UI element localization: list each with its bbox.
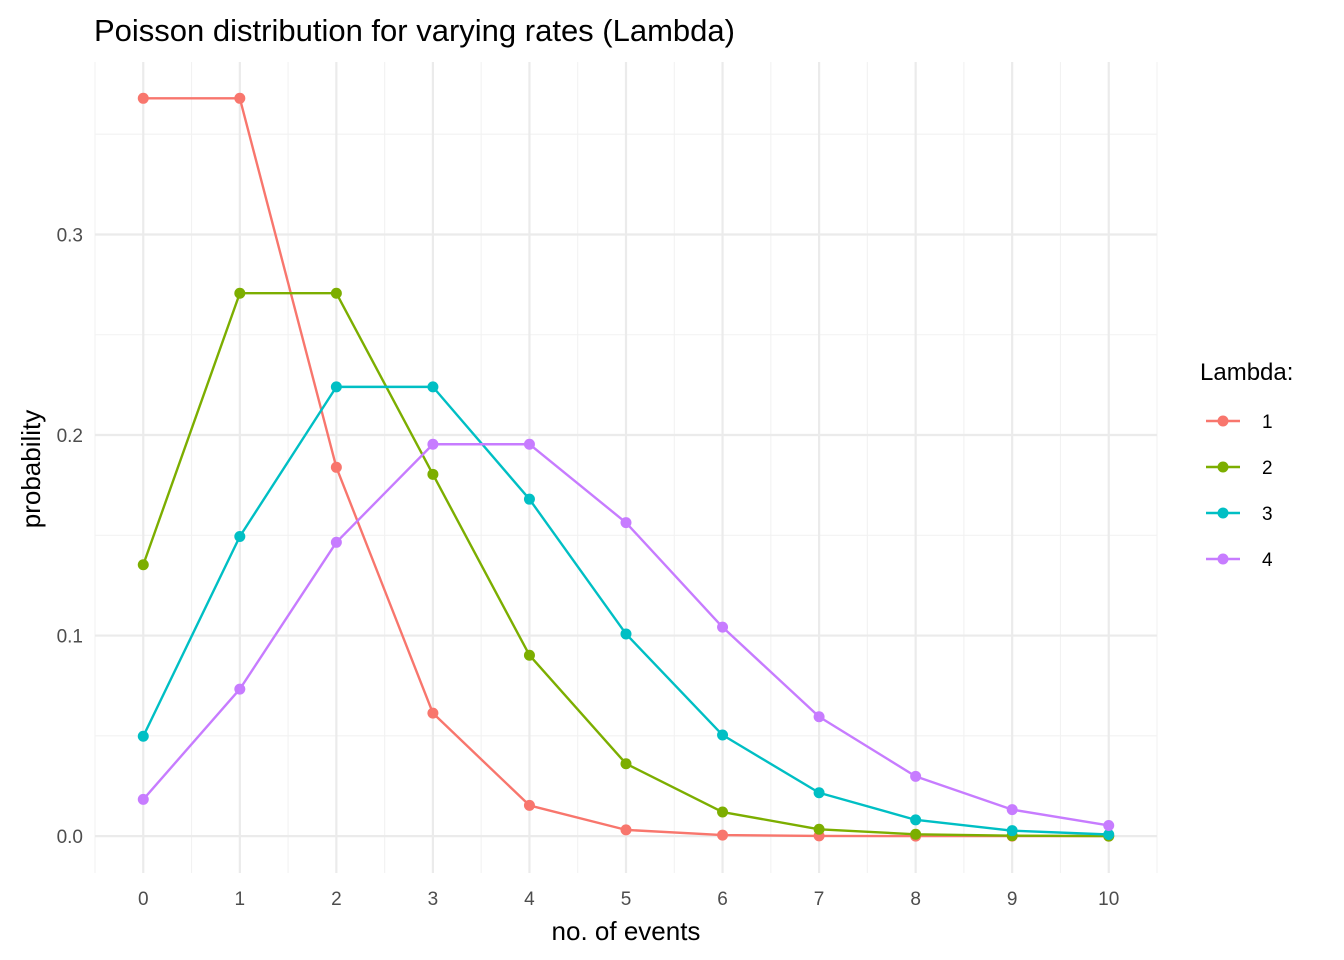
data-point bbox=[330, 287, 342, 299]
data-point bbox=[234, 683, 246, 695]
x-axis-ticks: 0 1 2 3 4 5 6 7 8 9 10 bbox=[138, 889, 1119, 910]
data-point bbox=[813, 787, 825, 799]
x-tick-label: 0 bbox=[138, 889, 149, 910]
x-tick-label: 4 bbox=[524, 889, 535, 910]
y-axis-ticks: 0.0 0.1 0.2 0.3 bbox=[57, 225, 83, 848]
x-tick-label: 10 bbox=[1098, 889, 1119, 910]
chart-title: Poisson distribution for varying rates (… bbox=[94, 13, 735, 48]
data-point bbox=[137, 92, 149, 104]
x-tick-label: 5 bbox=[621, 889, 632, 910]
legend-item: 4 bbox=[1206, 550, 1273, 571]
data-point bbox=[137, 793, 149, 805]
data-point bbox=[523, 799, 535, 811]
series-layer bbox=[137, 92, 1115, 842]
x-tick-label: 7 bbox=[814, 889, 825, 910]
data-point bbox=[620, 758, 632, 770]
legend-label: 3 bbox=[1262, 504, 1273, 525]
data-point bbox=[1103, 819, 1115, 831]
data-point bbox=[620, 517, 632, 529]
data-point bbox=[910, 828, 922, 840]
x-axis-title: no. of events bbox=[552, 916, 701, 946]
x-tick-label: 9 bbox=[1007, 889, 1018, 910]
data-point bbox=[137, 559, 149, 571]
x-tick-label: 1 bbox=[235, 889, 246, 910]
data-point bbox=[813, 711, 825, 723]
data-point bbox=[330, 381, 342, 393]
y-tick-label: 0.2 bbox=[57, 426, 83, 447]
data-point bbox=[717, 621, 729, 633]
data-point bbox=[620, 824, 632, 836]
legend-label: 4 bbox=[1262, 550, 1273, 571]
legend-key-point bbox=[1217, 415, 1229, 427]
x-tick-label: 6 bbox=[717, 889, 728, 910]
data-point bbox=[717, 829, 729, 841]
y-tick-label: 0.1 bbox=[57, 627, 83, 648]
data-point bbox=[1103, 828, 1115, 840]
data-point bbox=[234, 530, 246, 542]
legend-key-point bbox=[1217, 507, 1229, 519]
series-4 bbox=[137, 438, 1115, 831]
legend-label: 2 bbox=[1262, 458, 1273, 479]
y-tick-label: 0.3 bbox=[57, 225, 83, 246]
legend-item: 1 bbox=[1206, 412, 1273, 433]
legend-key-point bbox=[1217, 553, 1229, 565]
x-tick-label: 2 bbox=[331, 889, 342, 910]
x-tick-label: 8 bbox=[910, 889, 921, 910]
legend: Lambda: 1 2 3 4 bbox=[1200, 359, 1293, 571]
y-tick-label: 0.0 bbox=[57, 827, 83, 848]
data-point bbox=[620, 628, 632, 640]
data-point bbox=[234, 287, 246, 299]
legend-key-point bbox=[1217, 461, 1229, 473]
data-point bbox=[1006, 825, 1018, 837]
series-3 bbox=[137, 381, 1115, 840]
data-point bbox=[523, 438, 535, 450]
data-point bbox=[330, 461, 342, 473]
data-point bbox=[523, 493, 535, 505]
data-point bbox=[427, 438, 439, 450]
data-point bbox=[330, 536, 342, 548]
legend-label: 1 bbox=[1262, 412, 1273, 433]
data-point bbox=[910, 814, 922, 826]
data-point bbox=[813, 823, 825, 835]
data-point bbox=[1006, 804, 1018, 816]
legend-item: 3 bbox=[1206, 504, 1273, 525]
grid bbox=[94, 62, 1158, 873]
data-point bbox=[910, 770, 922, 782]
data-point bbox=[523, 649, 535, 661]
data-point bbox=[717, 729, 729, 741]
data-point bbox=[137, 730, 149, 742]
data-point bbox=[427, 381, 439, 393]
x-tick-label: 3 bbox=[428, 889, 439, 910]
data-point bbox=[234, 92, 246, 104]
legend-item: 2 bbox=[1206, 458, 1273, 479]
legend-title: Lambda: bbox=[1200, 359, 1293, 386]
data-point bbox=[427, 468, 439, 480]
data-point bbox=[717, 806, 729, 818]
y-axis-title: probability bbox=[16, 410, 46, 529]
data-point bbox=[427, 707, 439, 719]
